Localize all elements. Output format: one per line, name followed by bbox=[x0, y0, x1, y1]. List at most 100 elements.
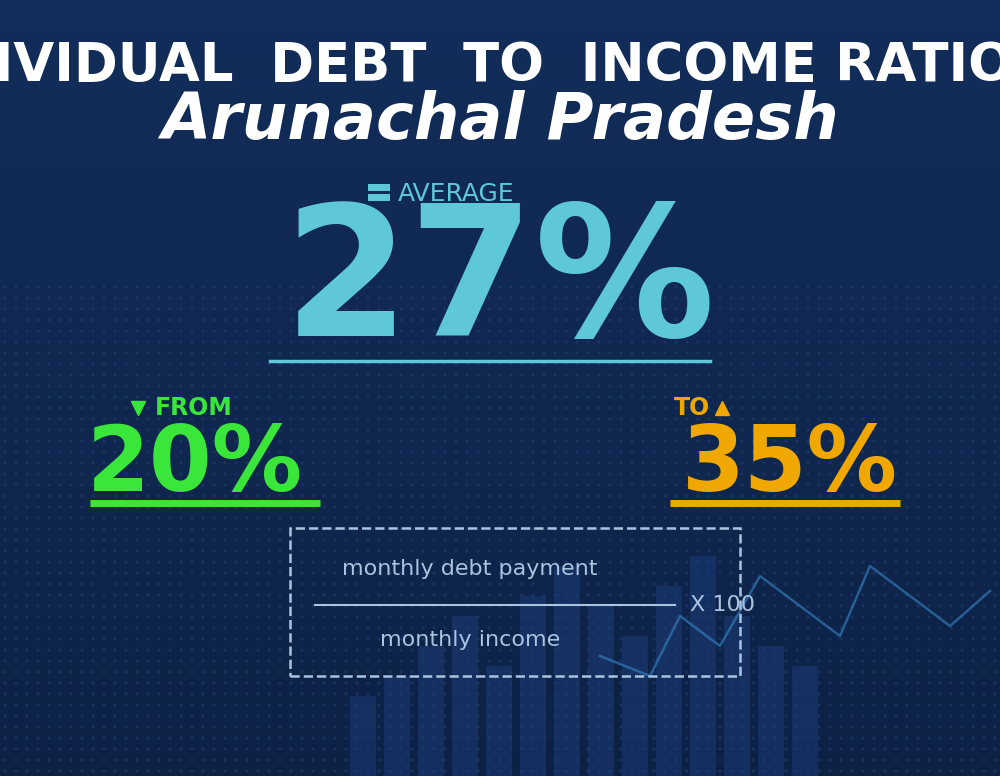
Circle shape bbox=[411, 495, 413, 497]
Circle shape bbox=[477, 462, 479, 464]
Circle shape bbox=[796, 517, 798, 519]
Circle shape bbox=[114, 385, 116, 387]
Circle shape bbox=[763, 297, 765, 299]
Circle shape bbox=[246, 693, 248, 695]
Circle shape bbox=[763, 704, 765, 706]
Circle shape bbox=[961, 682, 963, 684]
Circle shape bbox=[323, 759, 325, 761]
Circle shape bbox=[675, 495, 677, 497]
Bar bbox=[0, 175, 1000, 178]
Circle shape bbox=[290, 528, 292, 530]
Circle shape bbox=[961, 418, 963, 420]
Circle shape bbox=[862, 550, 864, 552]
Circle shape bbox=[543, 594, 545, 596]
Circle shape bbox=[862, 759, 864, 761]
Circle shape bbox=[301, 495, 303, 497]
Circle shape bbox=[642, 693, 644, 695]
Circle shape bbox=[510, 693, 512, 695]
Circle shape bbox=[884, 484, 886, 486]
Circle shape bbox=[224, 561, 226, 563]
Circle shape bbox=[378, 506, 380, 508]
Circle shape bbox=[620, 693, 622, 695]
Circle shape bbox=[488, 693, 490, 695]
Circle shape bbox=[521, 594, 523, 596]
Circle shape bbox=[235, 495, 237, 497]
Circle shape bbox=[235, 638, 237, 640]
Circle shape bbox=[730, 385, 732, 387]
Circle shape bbox=[4, 616, 6, 618]
Circle shape bbox=[444, 385, 446, 387]
Circle shape bbox=[895, 550, 897, 552]
Circle shape bbox=[807, 605, 809, 607]
Circle shape bbox=[807, 385, 809, 387]
Circle shape bbox=[180, 616, 182, 618]
Circle shape bbox=[323, 440, 325, 442]
Circle shape bbox=[774, 385, 776, 387]
Circle shape bbox=[312, 572, 314, 574]
Circle shape bbox=[928, 616, 930, 618]
Circle shape bbox=[4, 704, 6, 706]
Circle shape bbox=[840, 374, 842, 376]
Circle shape bbox=[906, 484, 908, 486]
Circle shape bbox=[400, 319, 402, 321]
Circle shape bbox=[917, 638, 919, 640]
Circle shape bbox=[323, 473, 325, 475]
Circle shape bbox=[939, 517, 941, 519]
Circle shape bbox=[873, 770, 875, 772]
Circle shape bbox=[191, 704, 193, 706]
Bar bbox=[0, 582, 1000, 586]
Circle shape bbox=[125, 605, 127, 607]
Bar bbox=[0, 78, 1000, 81]
Circle shape bbox=[400, 660, 402, 662]
Circle shape bbox=[818, 308, 820, 310]
Circle shape bbox=[785, 605, 787, 607]
Circle shape bbox=[268, 341, 270, 343]
Circle shape bbox=[4, 528, 6, 530]
Circle shape bbox=[851, 385, 853, 387]
Circle shape bbox=[807, 484, 809, 486]
Circle shape bbox=[136, 682, 138, 684]
Circle shape bbox=[136, 660, 138, 662]
Circle shape bbox=[807, 671, 809, 673]
Circle shape bbox=[301, 462, 303, 464]
Circle shape bbox=[433, 451, 435, 453]
Circle shape bbox=[961, 627, 963, 629]
Circle shape bbox=[587, 770, 589, 772]
Circle shape bbox=[367, 759, 369, 761]
Circle shape bbox=[147, 616, 149, 618]
Circle shape bbox=[708, 451, 710, 453]
Circle shape bbox=[103, 715, 105, 717]
Circle shape bbox=[444, 737, 446, 739]
Circle shape bbox=[488, 506, 490, 508]
Circle shape bbox=[301, 605, 303, 607]
Circle shape bbox=[719, 539, 721, 541]
Circle shape bbox=[642, 583, 644, 585]
Circle shape bbox=[345, 319, 347, 321]
Circle shape bbox=[576, 506, 578, 508]
Circle shape bbox=[334, 616, 336, 618]
Circle shape bbox=[301, 319, 303, 321]
Circle shape bbox=[400, 704, 402, 706]
Circle shape bbox=[81, 363, 83, 365]
Circle shape bbox=[818, 484, 820, 486]
Circle shape bbox=[928, 352, 930, 354]
Circle shape bbox=[851, 462, 853, 464]
Circle shape bbox=[642, 407, 644, 409]
Circle shape bbox=[774, 649, 776, 651]
Circle shape bbox=[653, 385, 655, 387]
Circle shape bbox=[829, 539, 831, 541]
Circle shape bbox=[334, 418, 336, 420]
Circle shape bbox=[257, 693, 259, 695]
Circle shape bbox=[763, 440, 765, 442]
Circle shape bbox=[367, 715, 369, 717]
Circle shape bbox=[939, 759, 941, 761]
Circle shape bbox=[697, 715, 699, 717]
Circle shape bbox=[675, 363, 677, 365]
Circle shape bbox=[15, 583, 17, 585]
Bar bbox=[656, 586, 682, 776]
Circle shape bbox=[796, 682, 798, 684]
Circle shape bbox=[92, 374, 94, 376]
Circle shape bbox=[180, 473, 182, 475]
Circle shape bbox=[378, 737, 380, 739]
Circle shape bbox=[235, 550, 237, 552]
